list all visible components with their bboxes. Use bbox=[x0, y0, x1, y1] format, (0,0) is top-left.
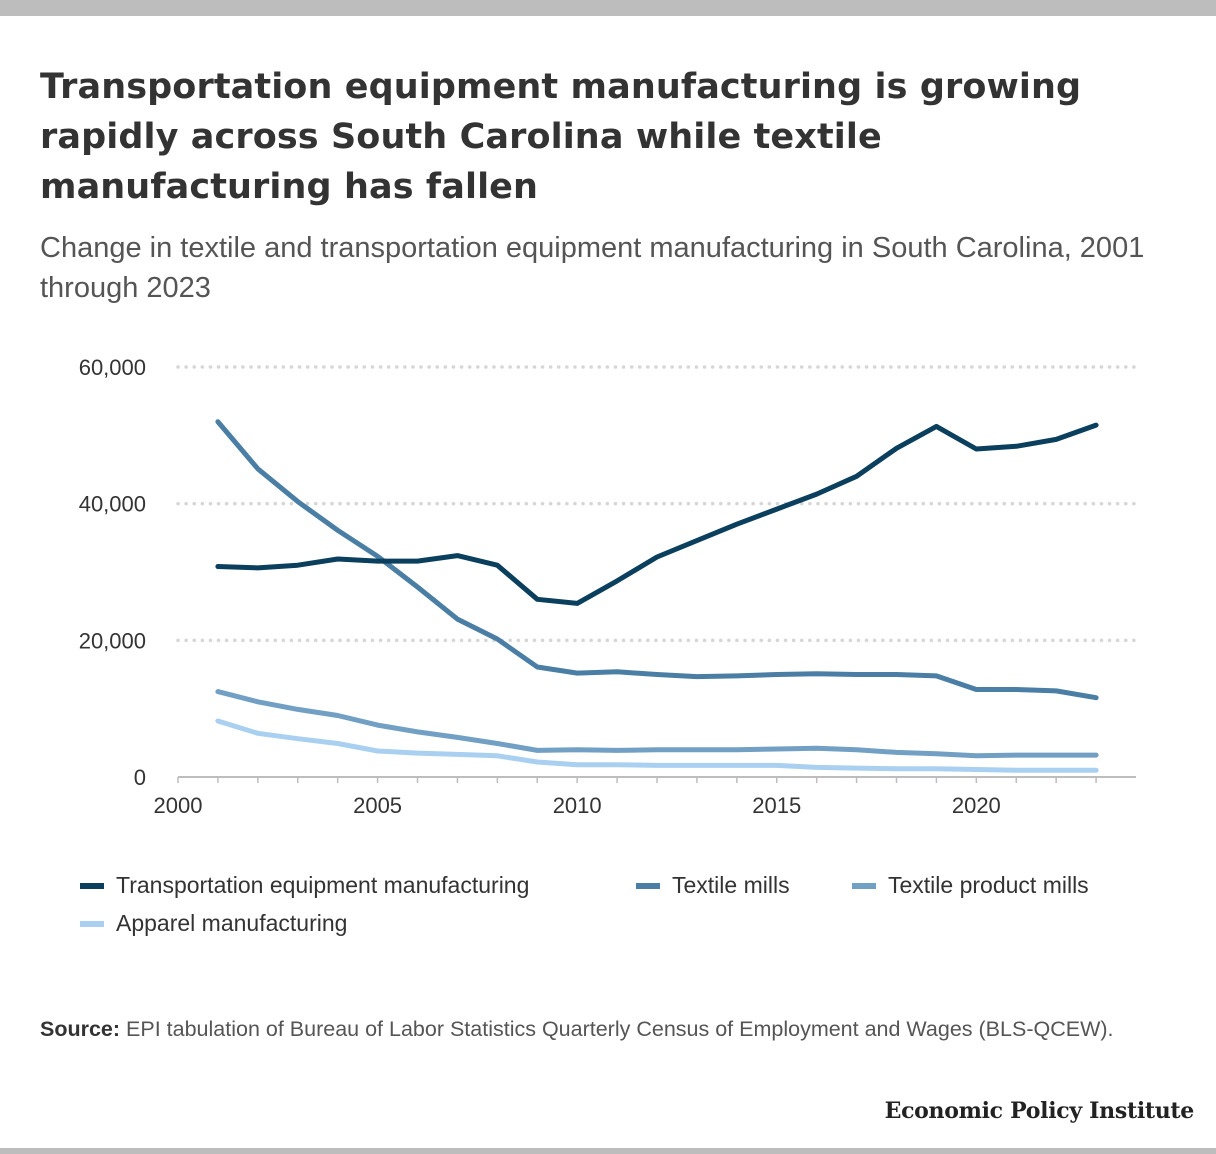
x-tick-label: 2000 bbox=[154, 793, 203, 818]
line-chart: 2000 2005 2010 2015 2020 0 20,000 40,000 60,000 bbox=[79, 355, 1138, 818]
chart-subtitle: Change in textile and transportation equ… bbox=[40, 232, 1145, 304]
legend-swatch bbox=[636, 882, 660, 889]
series-line-transportation-equipment-manufacturing bbox=[215, 422, 1099, 606]
series-line-apparel-manufacturing bbox=[215, 718, 1099, 773]
y-axis-tick-labels: 0 20,000 40,000 60,000 bbox=[79, 355, 146, 790]
legend-swatch bbox=[80, 882, 104, 889]
legend-label: Textile mills bbox=[672, 872, 790, 898]
chart-title: Transportation equipment manufacturing i… bbox=[40, 67, 1082, 207]
series-line-textile-mills bbox=[215, 419, 1099, 701]
y-tick-label: 60,000 bbox=[79, 355, 146, 380]
brand-logo-text: Economic Policy Institute bbox=[884, 1098, 1195, 1124]
legend-label: Textile product mills bbox=[888, 872, 1089, 898]
legend-label: Transportation equipment manufacturing bbox=[116, 872, 530, 898]
y-tick-label: 20,000 bbox=[79, 628, 146, 653]
grid-lines bbox=[176, 365, 1138, 643]
legend-swatch bbox=[80, 920, 104, 927]
bottom-border-bar bbox=[0, 1148, 1216, 1154]
x-tick-label: 2010 bbox=[553, 793, 602, 818]
legend-item: Transportation equipment manufacturing bbox=[80, 872, 529, 899]
top-border-bar bbox=[0, 0, 1216, 16]
legend-swatch bbox=[852, 882, 876, 889]
y-tick-label: 0 bbox=[134, 765, 146, 790]
source-text: EPI tabulation of Bureau of Labor Statis… bbox=[126, 1017, 1114, 1041]
x-tick-label: 2015 bbox=[752, 793, 801, 818]
source-label: Source: bbox=[40, 1017, 121, 1041]
legend-label: Apparel manufacturing bbox=[116, 910, 348, 936]
series-line-textile-product-mills bbox=[215, 689, 1099, 759]
legend-item: Textile mills bbox=[636, 872, 790, 899]
series-lines bbox=[215, 419, 1099, 773]
y-tick-label: 40,000 bbox=[79, 492, 146, 517]
legend-item: Apparel manufacturing bbox=[80, 910, 347, 937]
legend-item: Textile product mills bbox=[852, 872, 1089, 899]
x-axis: 2000 2005 2010 2015 2020 bbox=[154, 776, 1136, 818]
x-tick-label: 2005 bbox=[353, 793, 402, 818]
x-tick-label: 2020 bbox=[952, 793, 1001, 818]
source-note: Source: EPI tabulation of Bureau of Labo… bbox=[40, 1014, 1160, 1045]
